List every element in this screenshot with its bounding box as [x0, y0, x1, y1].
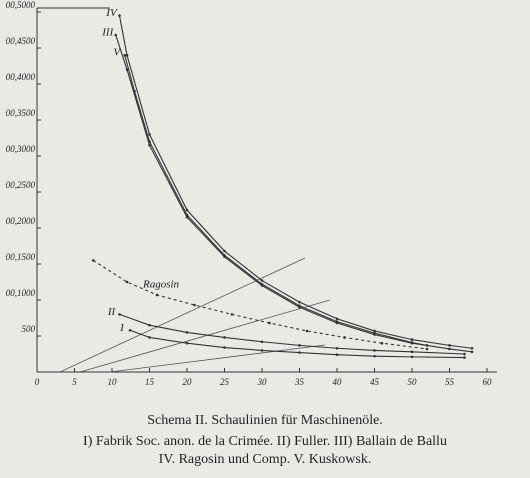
point [373, 354, 376, 358]
point [463, 356, 466, 359]
point [470, 346, 474, 350]
x-tick-label: 20 [183, 377, 193, 387]
point [185, 213, 189, 217]
point [448, 347, 451, 351]
x-tick-label: 40 [333, 377, 343, 387]
y-tick-label: 00,4500 [6, 36, 36, 46]
point [260, 282, 264, 286]
point [425, 344, 429, 347]
point [125, 280, 129, 284]
caption-title: Schema II. Schaulinien für Maschinenöle. [147, 413, 383, 428]
point [193, 303, 196, 307]
point [410, 350, 414, 354]
point [223, 254, 226, 257]
point [373, 349, 376, 352]
point [223, 346, 226, 349]
curve [115, 34, 473, 353]
point [343, 336, 346, 339]
point [185, 208, 189, 212]
point [114, 33, 118, 37]
point [223, 336, 226, 339]
curve-label: III [101, 27, 114, 39]
curve-label: IV [105, 7, 118, 19]
point [448, 344, 451, 347]
point [125, 68, 129, 71]
point [223, 249, 226, 253]
point [410, 338, 414, 341]
point [155, 293, 159, 297]
point [230, 313, 234, 316]
point [148, 140, 151, 143]
point [148, 336, 151, 339]
y-tick-label: 00,2000 [6, 216, 36, 226]
x-tick-label: 25 [220, 377, 230, 387]
curve [129, 329, 465, 359]
point [185, 341, 189, 345]
caption-line: I) Fabrik Soc. anon. de la Crimée. II) F… [83, 434, 447, 449]
x-tick-label: 15 [145, 377, 155, 387]
point [148, 143, 151, 147]
x-tick-label: 60 [483, 377, 493, 387]
point [298, 351, 301, 354]
construction-lines [59, 257, 331, 373]
point [260, 349, 264, 352]
point [463, 352, 466, 356]
x-tick-label: 35 [294, 377, 305, 387]
point [410, 341, 414, 344]
curve-label: II [107, 306, 117, 318]
point [305, 329, 309, 333]
point [335, 346, 339, 350]
curve-label: Ragosin [142, 278, 180, 290]
point [260, 340, 264, 344]
point [91, 259, 95, 262]
x-tick-label: 30 [257, 377, 268, 387]
point [185, 215, 189, 219]
curve [119, 313, 465, 355]
curve [124, 55, 428, 346]
point [335, 320, 339, 323]
point [470, 350, 474, 354]
y-tick-label: 00,3000 [6, 144, 36, 154]
point [148, 323, 151, 327]
point [335, 317, 339, 321]
y-tick-label: 00,1000 [6, 288, 36, 298]
point [260, 279, 264, 282]
point [185, 331, 189, 334]
x-tick-label: 0 [35, 377, 40, 387]
point [148, 133, 151, 136]
y-tick-label: 00,2500 [6, 180, 36, 190]
x-tick-label: 10 [108, 377, 118, 387]
y-tick-label: 00,5000 [6, 0, 36, 10]
point [335, 353, 339, 357]
curve [92, 259, 428, 350]
point [380, 341, 384, 345]
point [298, 300, 301, 304]
point [128, 328, 132, 332]
point [123, 53, 127, 57]
point [373, 331, 376, 335]
point [133, 89, 136, 93]
point [373, 329, 376, 333]
curve [118, 15, 473, 349]
point [268, 321, 271, 325]
point [118, 14, 121, 17]
x-tick-label: 45 [370, 377, 380, 387]
point [125, 53, 129, 57]
point [298, 304, 301, 308]
y-tick-label: 00,3500 [6, 108, 36, 118]
x-tick-label: 50 [408, 377, 418, 387]
point [425, 347, 429, 351]
x-tick-label: 5 [72, 377, 77, 387]
point [410, 355, 414, 359]
y-tick-label: 00,1500 [6, 252, 36, 262]
point [118, 313, 121, 316]
caption-line: IV. Ragosin und Comp. V. Kuskowsk. [159, 452, 372, 467]
point [298, 344, 301, 347]
curve-label: I [119, 322, 125, 334]
y-tick-label: 00,4000 [6, 72, 36, 82]
y-tick-label: 500 [22, 324, 36, 334]
x-tick-label: 55 [445, 377, 455, 387]
curve-label: V [113, 47, 121, 59]
